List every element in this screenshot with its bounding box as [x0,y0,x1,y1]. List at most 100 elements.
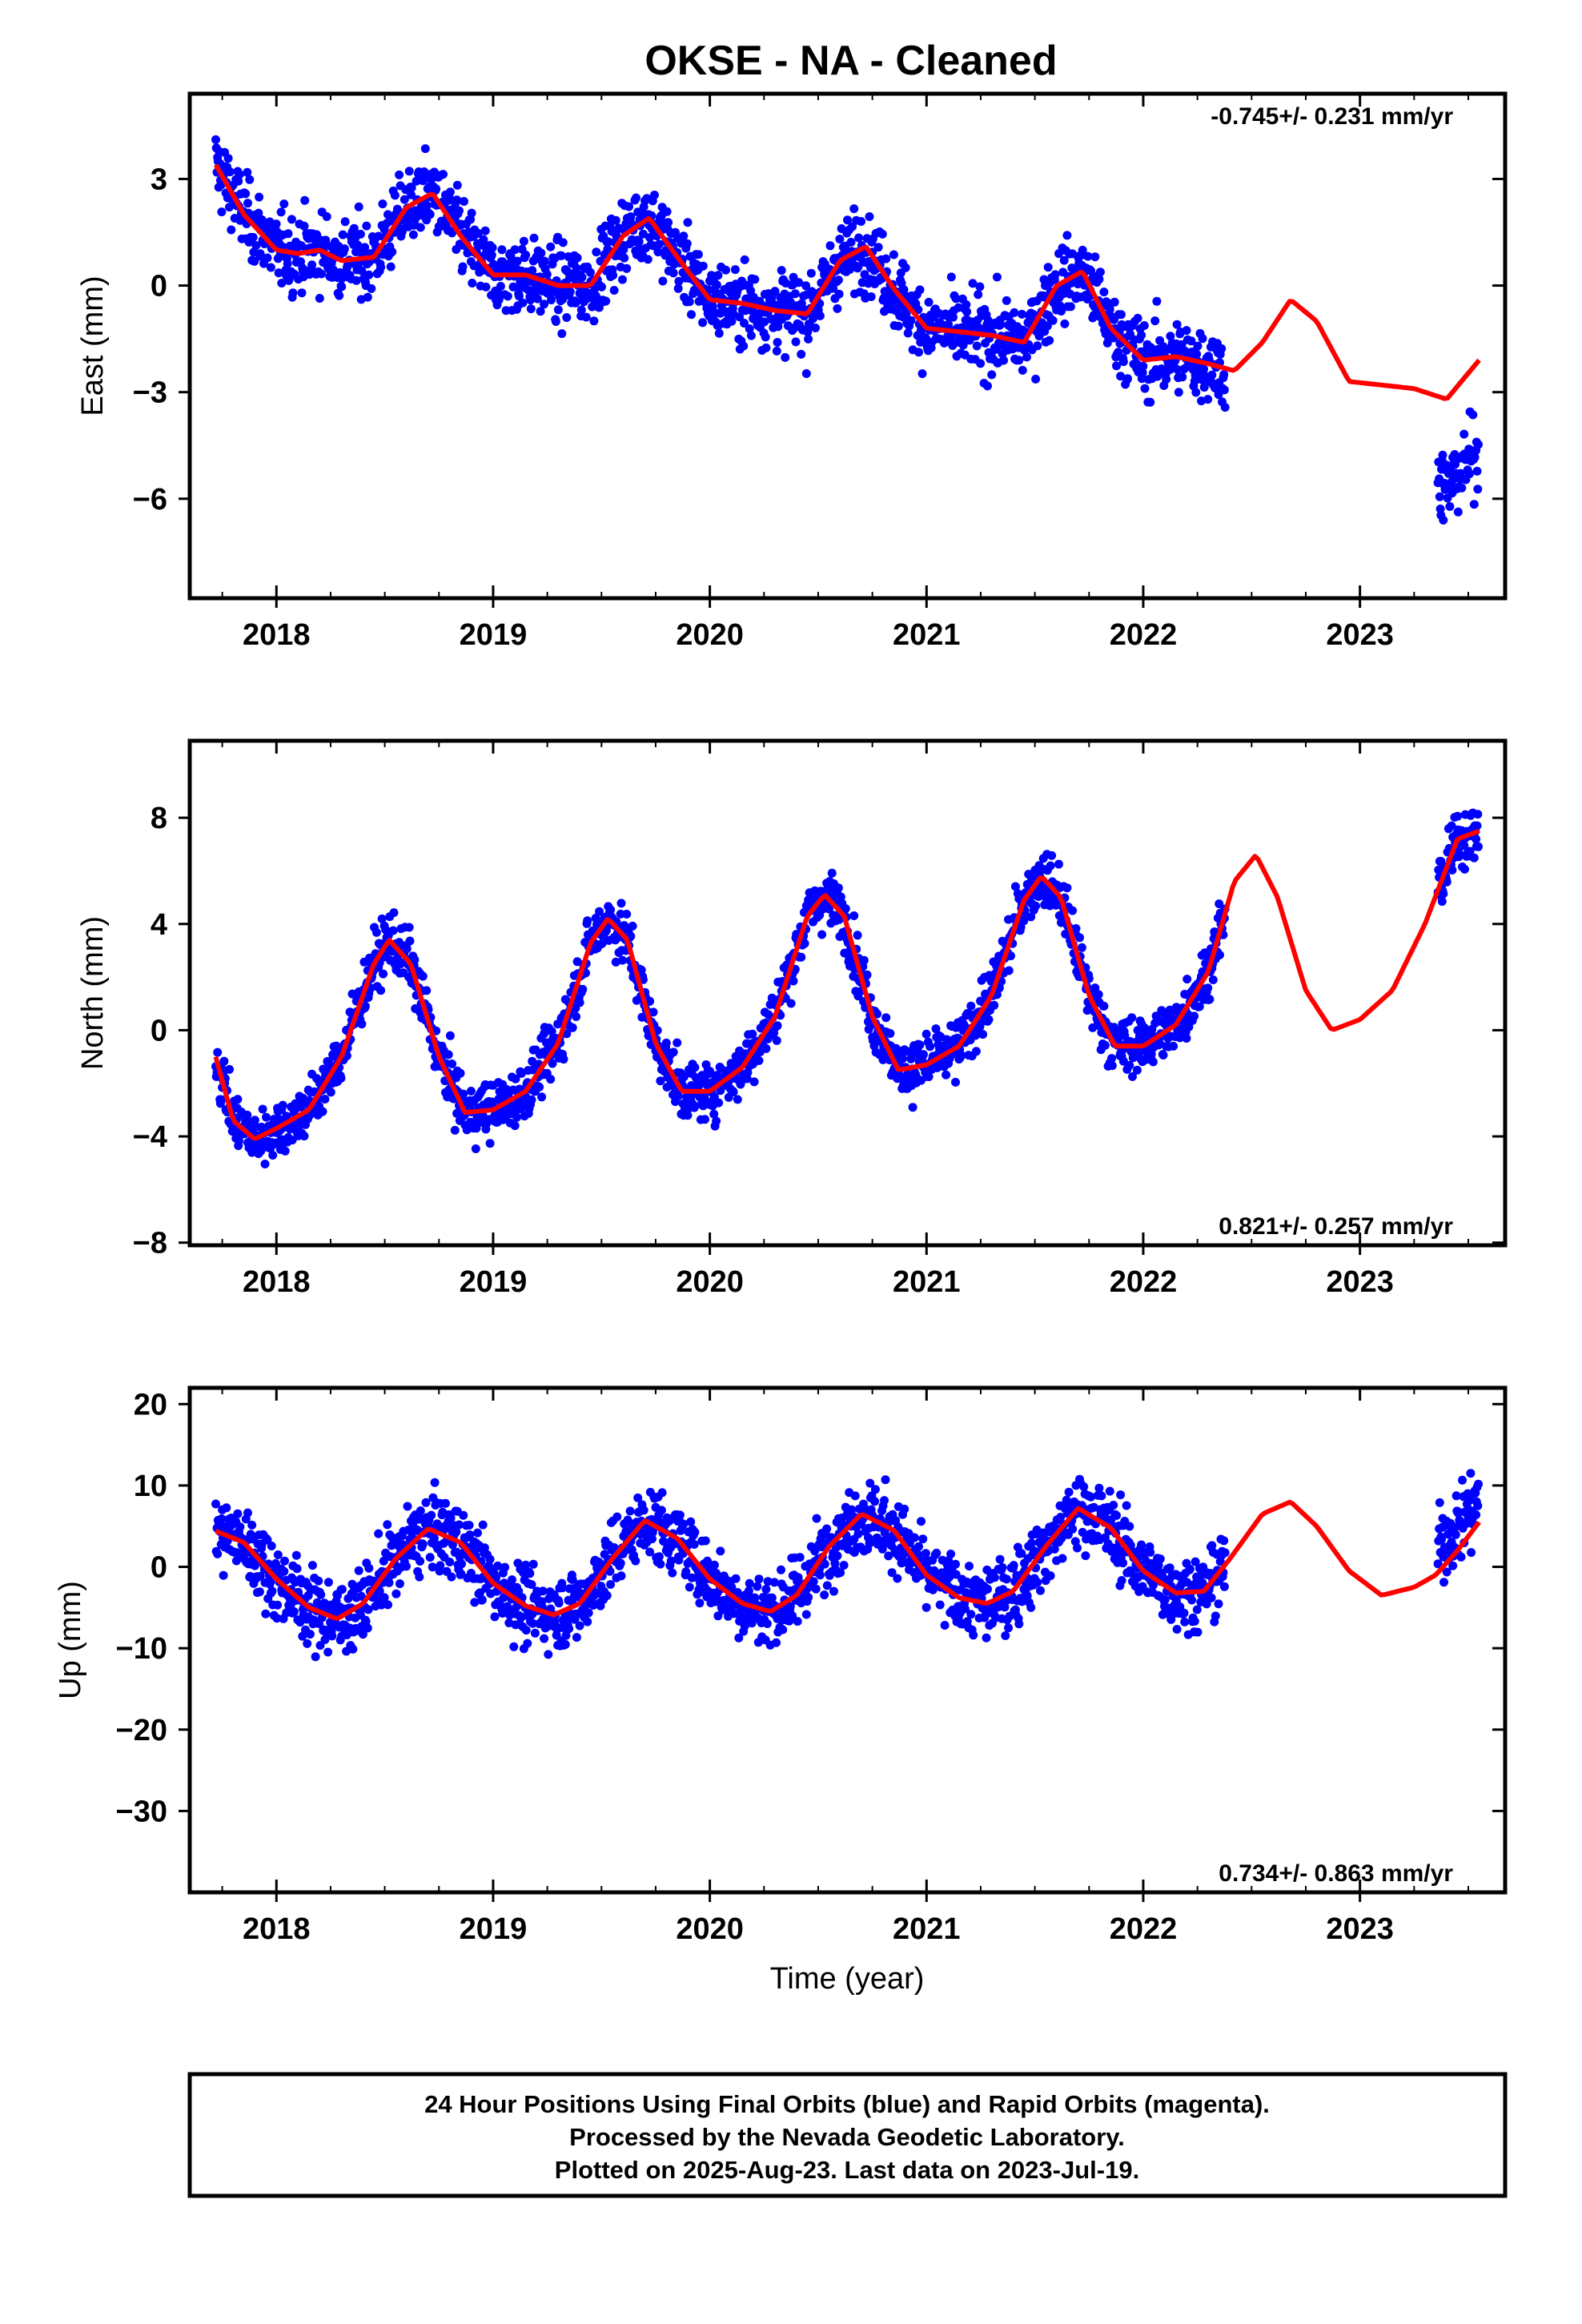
data-point [968,279,978,288]
data-point [944,320,954,329]
panel-north-rate: 0.821+/- 0.257 mm/yr [1219,1213,1453,1240]
data-point [1062,231,1072,240]
data-point [280,1556,289,1566]
data-point [921,1602,931,1612]
data-point [557,329,567,339]
data-point [311,1652,320,1662]
data-point [1047,850,1057,860]
data-point [487,251,496,260]
data-point [338,230,347,239]
data-point [915,285,925,295]
data-point [1140,384,1150,393]
data-point [1174,388,1183,397]
data-point [364,270,374,279]
data-point [303,1638,312,1648]
data-point [1110,297,1119,307]
data-point [473,1528,482,1538]
data-point [965,1562,974,1571]
data-point [942,1070,951,1080]
data-point [843,215,852,225]
data-point [770,287,780,296]
data-point [731,1574,741,1583]
data-point [260,1160,270,1168]
data-point [544,1650,553,1659]
data-point [288,288,298,298]
x-tick-label: 2020 [676,618,744,652]
x-tick-label: 2023 [1326,618,1394,652]
data-point [367,283,376,293]
data-point [1123,374,1132,384]
data-point [575,1621,584,1630]
data-point [371,927,381,937]
data-point [326,1088,335,1097]
data-point [597,282,606,292]
data-point [322,212,331,221]
data-point [277,279,287,287]
data-point [473,228,483,238]
data-point [500,1562,510,1572]
data-point [733,1095,742,1104]
data-point [485,1139,495,1148]
data-point [422,986,432,995]
data-point [1054,859,1063,869]
data-point [560,1640,570,1649]
data-point [746,286,756,296]
data-point [628,921,637,931]
data-point [822,1524,832,1534]
data-point [297,288,307,298]
data-point [509,1642,519,1651]
data-point [1033,341,1042,351]
data-point [1453,507,1463,517]
data-point [619,245,628,255]
data-point [754,1574,764,1584]
data-point [608,271,618,280]
panel-north-model-line [213,828,1480,1141]
data-point [690,1527,700,1537]
data-point [870,1497,880,1506]
data-point [387,247,397,256]
data-point [537,1092,547,1102]
data-point [558,238,568,247]
data-point [935,1600,945,1610]
data-point [572,263,581,273]
data-point [990,1000,999,1010]
data-point [510,1121,520,1131]
data-point [962,300,971,309]
data-point [540,300,549,309]
y-tick-label: −4 [133,1120,167,1154]
data-point [1031,374,1041,384]
data-point [817,930,827,939]
data-point [714,1098,724,1108]
data-point [1220,403,1230,412]
data-point [1075,933,1084,943]
data-point [969,1630,978,1640]
data-point [999,356,1009,365]
data-point [1198,334,1207,344]
data-point [1068,906,1078,915]
data-point [287,215,296,224]
data-point [908,1103,917,1112]
data-point [497,245,507,255]
data-point [536,307,545,316]
data-point [833,304,842,313]
data-point [351,275,361,285]
data-point [223,154,233,163]
data-point [682,239,692,248]
data-point [1439,516,1448,525]
data-point [595,303,604,312]
panel-north-ylabel: North (mm) [76,916,110,1070]
data-point [455,206,464,215]
data-point [712,280,721,290]
data-point [418,1539,428,1549]
data-point [386,262,396,271]
data-point [966,1001,976,1011]
data-point [436,1561,445,1570]
data-point [1018,365,1027,375]
data-point [305,1630,315,1639]
data-point [653,247,663,257]
data-point [578,984,588,994]
data-point [283,229,293,239]
data-point [689,285,699,295]
data-point [793,1617,802,1626]
data-point [1010,308,1019,317]
